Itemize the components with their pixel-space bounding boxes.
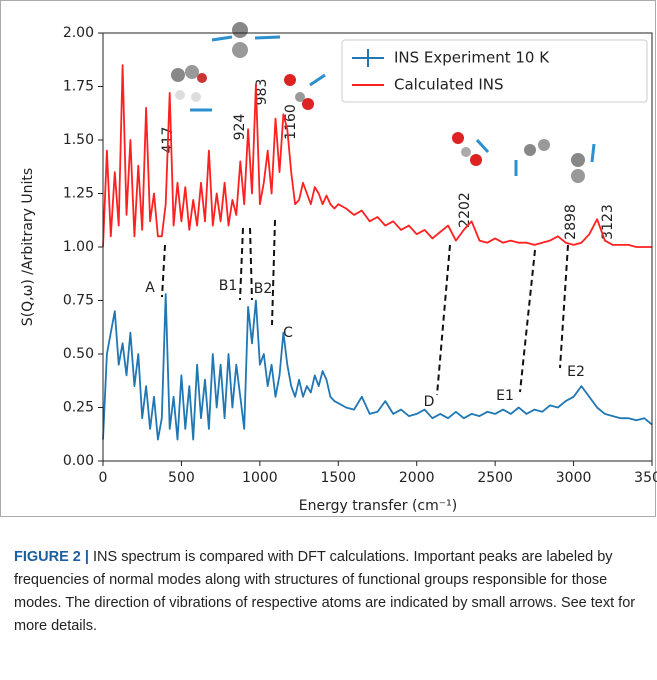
peak-label: 2898 — [563, 204, 579, 240]
x-tick-label: 500 — [168, 470, 195, 486]
chart: S(Q,ω) /Arbitrary Units Energy transfer … — [0, 0, 657, 540]
peak-letter: B2 — [254, 281, 273, 297]
dashed-links — [162, 220, 568, 395]
page: S(Q,ω) /Arbitrary Units Energy transfer … — [0, 0, 657, 680]
x-tick-label: 2000 — [399, 470, 435, 486]
peak-letter: D — [424, 394, 435, 410]
y-tick-label: 0.25 — [63, 400, 94, 416]
y-tick-label: 1.50 — [63, 132, 94, 148]
y-tick-label: 1.00 — [63, 239, 94, 255]
peak-letter: A — [145, 280, 155, 296]
x-tick-label: 1000 — [242, 470, 278, 486]
caption: FIGURE 2 | INS spectrum is compared with… — [14, 546, 644, 638]
y-tick-label: 1.75 — [63, 79, 94, 95]
peak-letter: E2 — [567, 364, 585, 380]
peak-letter: B1 — [219, 278, 238, 294]
x-tick-label: 3000 — [556, 470, 592, 486]
y-tick-label: 2.00 — [63, 25, 94, 41]
caption-text: INS spectrum is compared with DFT calcul… — [14, 549, 635, 634]
x-tick-label: 0 — [99, 470, 108, 486]
legend-label: Calculated INS — [394, 76, 504, 94]
y-axis-label: S(Q,ω) /Arbitrary Units — [20, 168, 36, 326]
y-tick-label: 0.50 — [63, 346, 94, 362]
y-tick-label: 0.00 — [63, 453, 94, 469]
y-tick-label: 0.75 — [63, 293, 94, 309]
peak-letter: E1 — [496, 388, 514, 404]
caption-label: FIGURE 2 | — [14, 549, 89, 565]
x-tick-label: 1500 — [320, 470, 356, 486]
x-tick-label: 2500 — [477, 470, 513, 486]
x-axis-label: Energy transfer (cm⁻¹) — [299, 498, 457, 514]
peak-label: 924 — [232, 114, 248, 141]
y-tick-label: 1.25 — [63, 186, 94, 202]
x-tick-label: 3500 — [634, 470, 657, 486]
legend-label: INS Experiment 10 K — [394, 49, 550, 67]
